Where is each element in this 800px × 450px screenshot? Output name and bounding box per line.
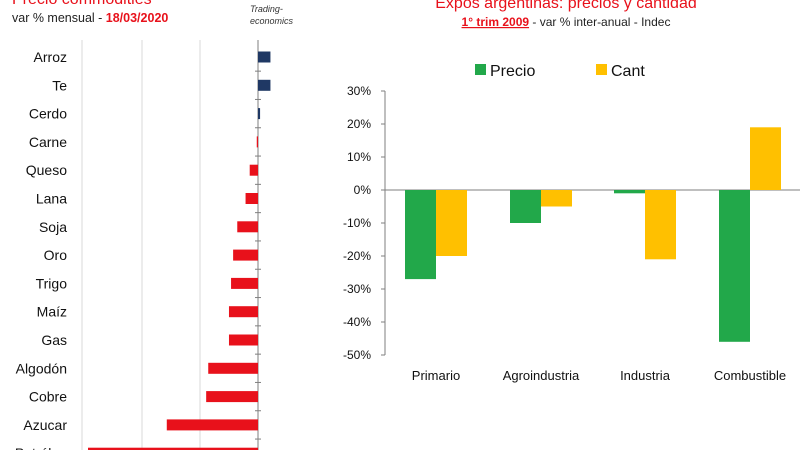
y-tick-label-4: -10% bbox=[343, 216, 371, 230]
category-label-queso: Queso bbox=[26, 162, 67, 178]
source-label-line2: economics bbox=[250, 16, 294, 26]
bar-algodon bbox=[208, 362, 258, 374]
y-tick-label-2: 10% bbox=[347, 150, 371, 164]
left-chart-title: Precio commodities bbox=[12, 0, 152, 8]
bar-arroz bbox=[258, 51, 271, 63]
bar-precio-agroindustria bbox=[510, 190, 541, 223]
bar-soja bbox=[237, 221, 258, 233]
bar-cant-agroindustria bbox=[541, 190, 572, 207]
bar-cerdo bbox=[258, 108, 261, 120]
right-chart-subtitle: 1° trim 2009 - var % inter-anual - Indec bbox=[462, 15, 671, 29]
bar-cant-primario bbox=[436, 190, 467, 256]
legend-label-precio: Precio bbox=[490, 63, 535, 80]
x-category-label-industria: Industria bbox=[620, 368, 671, 383]
category-label-cobre: Cobre bbox=[29, 389, 67, 405]
bar-azucar bbox=[166, 419, 258, 431]
legend-label-cant: Cant bbox=[611, 63, 645, 80]
right-subtitle-period: 1° trim 2009 bbox=[462, 15, 530, 29]
bar-precio-industria bbox=[614, 190, 645, 194]
left-chart-subtitle: var % mensual - 18/03/2020 bbox=[12, 11, 168, 25]
bar-petroleo bbox=[88, 447, 258, 450]
category-label-te: Te bbox=[52, 77, 67, 93]
category-label-gas: Gas bbox=[41, 332, 67, 348]
y-tick-label-3: 0% bbox=[354, 183, 372, 197]
source-label-line1: Trading- bbox=[250, 4, 283, 14]
category-label-petroleo: Petróleo bbox=[15, 445, 67, 450]
exports-bar-chart: 30% 20% 10% 0% -10% -20% -30% -40% -50% Primario A… bbox=[343, 63, 800, 383]
bar-te bbox=[258, 79, 271, 91]
commodities-bar-chart: Arroz Te Cerdo Carne Queso Lana Soja Oro Trigo Ma… bbox=[15, 40, 271, 450]
category-label-arroz: Arroz bbox=[34, 49, 67, 65]
category-label-maiz: Maíz bbox=[37, 304, 67, 320]
bar-oro bbox=[233, 249, 258, 261]
category-label-soja: Soja bbox=[39, 219, 67, 235]
x-category-label-combustible: Combustible bbox=[714, 368, 786, 383]
bar-gas bbox=[228, 334, 258, 346]
left-subtitle-date: 18/03/2020 bbox=[106, 11, 169, 25]
legend-swatch-precio bbox=[475, 64, 486, 75]
y-tick-label-1: 20% bbox=[347, 117, 371, 131]
bar-precio-primario bbox=[405, 190, 436, 280]
y-tick-label-8: -50% bbox=[343, 348, 371, 362]
right-chart-title: Expos argentinas: precios y cantidad bbox=[435, 0, 696, 12]
left-subtitle-prefix: var % mensual - bbox=[12, 11, 106, 25]
category-label-cerdo: Cerdo bbox=[29, 106, 67, 122]
category-label-azucar: Azucar bbox=[23, 417, 67, 433]
category-label-lana: Lana bbox=[36, 191, 67, 207]
category-label-oro: Oro bbox=[44, 247, 68, 263]
y-tick-label-6: -30% bbox=[343, 282, 371, 296]
category-label-algodon: Algodón bbox=[16, 360, 67, 376]
bar-cobre bbox=[206, 391, 258, 403]
category-label-carne: Carne bbox=[29, 134, 67, 150]
bar-maiz bbox=[228, 306, 258, 318]
bar-cant-industria bbox=[645, 190, 676, 260]
x-category-label-primario: Primario bbox=[412, 368, 460, 383]
bar-cant-combustible bbox=[750, 127, 781, 190]
x-category-label-agroindustria: Agroindustria bbox=[503, 368, 580, 383]
bar-queso bbox=[249, 164, 258, 176]
category-label-trigo: Trigo bbox=[36, 275, 68, 291]
bar-precio-combustible bbox=[719, 190, 750, 342]
bar-lana bbox=[245, 193, 258, 204]
y-tick-label-7: -40% bbox=[343, 315, 371, 329]
legend-swatch-cant bbox=[596, 64, 607, 75]
y-tick-label-0: 30% bbox=[347, 84, 371, 98]
bar-carne bbox=[256, 136, 258, 148]
right-subtitle-rest: - var % inter-anual - Indec bbox=[529, 15, 670, 29]
y-tick-label-5: -20% bbox=[343, 249, 371, 263]
bar-trigo bbox=[231, 277, 258, 289]
